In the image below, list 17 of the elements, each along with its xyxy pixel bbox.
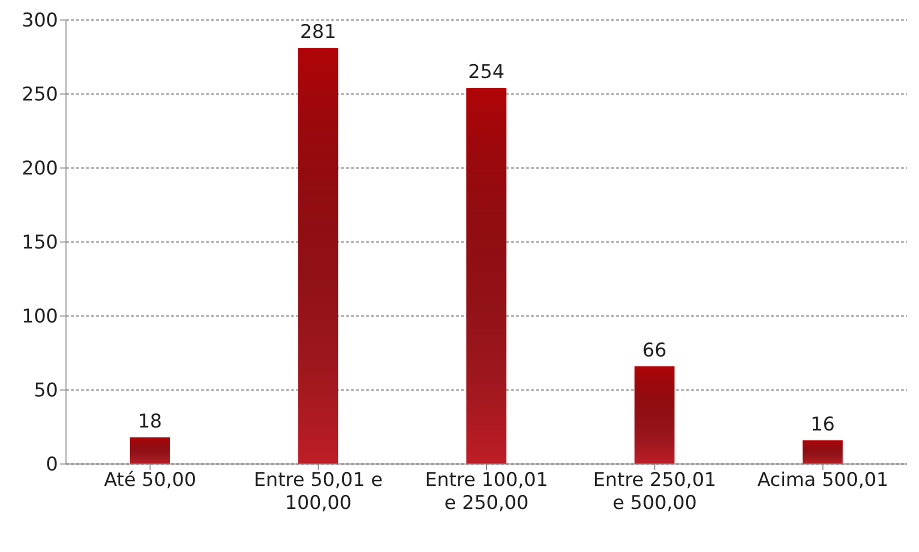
data-label: 281 (300, 21, 336, 44)
y-tick-label: 250 (22, 84, 58, 106)
x-tick-label: Entre 100,01 e 250,00 (424, 469, 548, 514)
y-tick-label: 50 (34, 380, 58, 402)
data-label: 18 (138, 410, 162, 432)
y-tick-label: 100 (22, 306, 58, 328)
x-tick-label: Acima 500,01 (757, 469, 888, 491)
y-tick-label: 0 (46, 454, 58, 476)
y-tick-label: 200 (22, 158, 58, 180)
data-label: 16 (810, 413, 835, 436)
x-tick-label: Até 50,00 (104, 469, 196, 491)
x-tick-label: Entre 50,01 e 100,00 (254, 469, 383, 514)
data-label: 254 (468, 61, 504, 84)
x-tick-label: Entre 250,01 e 500,00 (593, 469, 716, 514)
y-tick-label: 300 (22, 10, 58, 32)
data-label: 66 (642, 339, 667, 362)
y-tick-label: 150 (22, 232, 58, 254)
